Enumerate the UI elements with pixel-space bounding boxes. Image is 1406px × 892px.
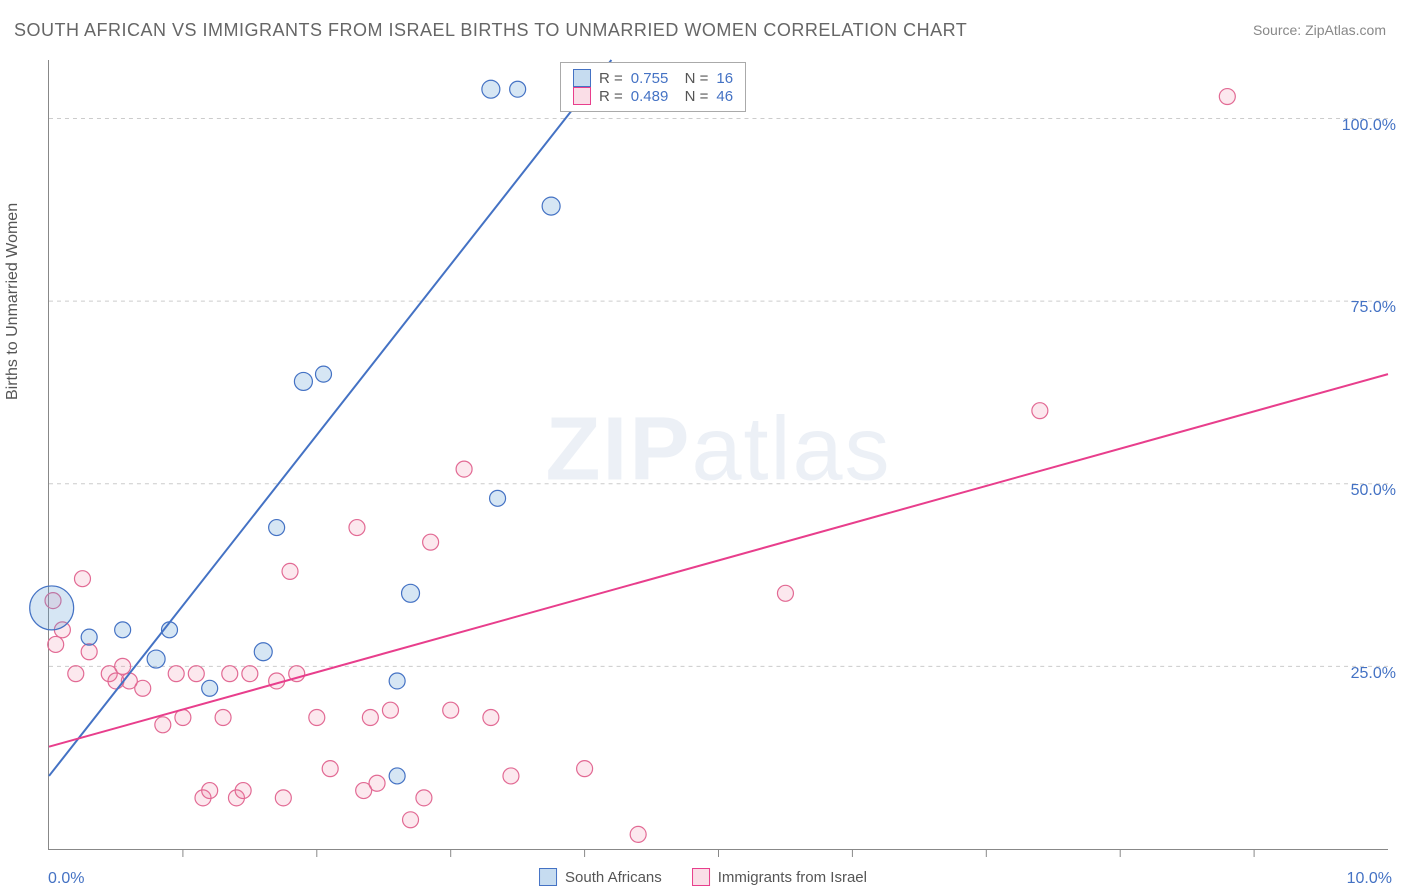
stats-legend: R = 0.755 N = 16 R = 0.489 N = 46 [560, 62, 746, 112]
stats-n-label: N = [676, 88, 708, 105]
data-point [402, 584, 420, 602]
legend-label-blue: South Africans [565, 869, 662, 886]
data-point [147, 650, 165, 668]
data-point [483, 710, 499, 726]
legend-item-pink: Immigrants from Israel [692, 868, 867, 886]
data-point [443, 702, 459, 718]
data-point [382, 702, 398, 718]
data-point [215, 710, 231, 726]
data-point [389, 768, 405, 784]
stats-n-label: N = [676, 70, 708, 87]
data-point [275, 790, 291, 806]
data-point [322, 761, 338, 777]
stats-row-pink: R = 0.489 N = 46 [573, 87, 733, 105]
data-point [155, 717, 171, 733]
y-tick-label: 75.0% [1351, 299, 1396, 317]
source-attribution: Source: ZipAtlas.com [1253, 22, 1386, 38]
data-point [542, 197, 560, 215]
stats-n-blue: 16 [716, 70, 733, 87]
data-point [235, 783, 251, 799]
chart-container: SOUTH AFRICAN VS IMMIGRANTS FROM ISRAEL … [0, 0, 1406, 892]
data-point [202, 680, 218, 696]
y-tick-label: 25.0% [1351, 665, 1396, 683]
bottom-legend: South Africans Immigrants from Israel [539, 868, 867, 886]
data-point [188, 666, 204, 682]
data-point [362, 710, 378, 726]
swatch-pink-icon [692, 868, 710, 886]
data-point [242, 666, 258, 682]
trendline [49, 374, 1388, 747]
data-point [456, 461, 472, 477]
stats-r-label: R = [599, 88, 623, 105]
plot-area: ZIPatlas [48, 60, 1388, 850]
data-point [423, 534, 439, 550]
x-tick-min: 0.0% [48, 870, 84, 888]
stats-r-label: R = [599, 70, 623, 87]
data-point [316, 366, 332, 382]
x-tick-max: 10.0% [1347, 870, 1392, 888]
data-point [254, 643, 272, 661]
data-point [630, 826, 646, 842]
data-point [294, 372, 312, 390]
swatch-blue-icon [539, 868, 557, 886]
y-tick-label: 100.0% [1342, 117, 1396, 135]
legend-label-pink: Immigrants from Israel [718, 869, 867, 886]
y-axis-label: Births to Unmarried Women [4, 203, 22, 400]
data-point [74, 571, 90, 587]
data-point [115, 658, 131, 674]
data-point [1219, 89, 1235, 105]
stats-r-blue: 0.755 [631, 70, 669, 87]
data-point [48, 636, 64, 652]
data-point [510, 81, 526, 97]
data-point [503, 768, 519, 784]
data-point [349, 520, 365, 536]
data-point [1032, 403, 1048, 419]
gridlines [49, 118, 1388, 666]
stats-row-blue: R = 0.755 N = 16 [573, 69, 733, 87]
plot-svg [49, 60, 1388, 849]
x-minor-ticks [183, 849, 1254, 857]
data-point [115, 622, 131, 638]
data-point [777, 585, 793, 601]
data-point [81, 644, 97, 660]
data-point [482, 80, 500, 98]
data-point [403, 812, 419, 828]
data-point [168, 666, 184, 682]
data-point [490, 490, 506, 506]
data-point [68, 666, 84, 682]
stats-r-pink: 0.489 [631, 88, 669, 105]
data-point [81, 629, 97, 645]
swatch-blue-icon [573, 69, 591, 87]
chart-title: SOUTH AFRICAN VS IMMIGRANTS FROM ISRAEL … [14, 20, 967, 41]
legend-item-blue: South Africans [539, 868, 662, 886]
data-point [389, 673, 405, 689]
data-point [282, 563, 298, 579]
stats-n-pink: 46 [716, 88, 733, 105]
y-tick-label: 50.0% [1351, 482, 1396, 500]
data-point [269, 520, 285, 536]
data-point [222, 666, 238, 682]
data-point [202, 783, 218, 799]
data-point [577, 761, 593, 777]
data-point [30, 586, 74, 630]
data-point [309, 710, 325, 726]
data-point [416, 790, 432, 806]
data-point [369, 775, 385, 791]
swatch-pink-icon [573, 87, 591, 105]
